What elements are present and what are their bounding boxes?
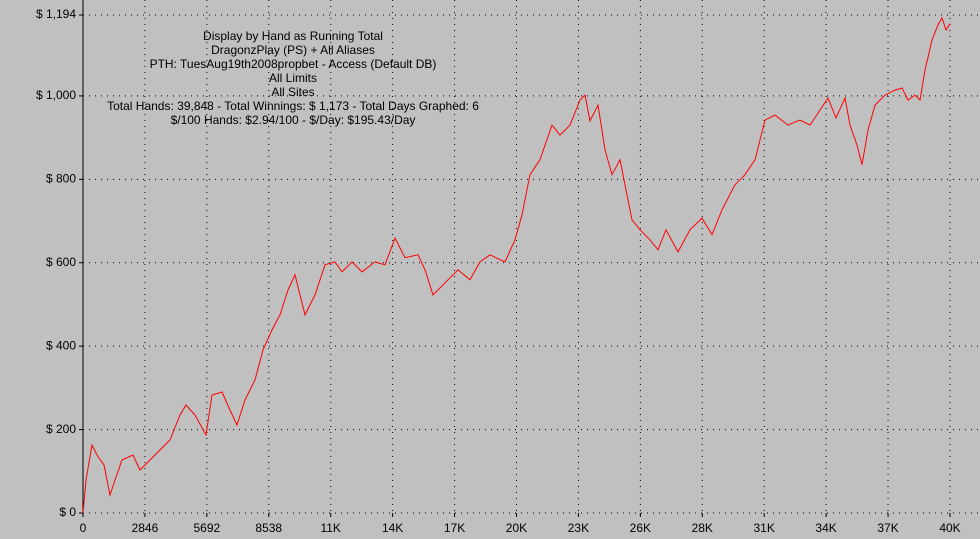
x-tick-label: 31K	[754, 521, 775, 535]
x-tick-label: 20K	[506, 521, 527, 535]
subtitle-line: DragonzPlay (PS) + All Aliases	[211, 43, 375, 57]
y-tick-label: $ 400	[46, 338, 76, 352]
subtitle-line: Total Hands: 39,848 - Total Winnings: $ …	[107, 99, 479, 113]
subtitle-line: All Sites	[271, 85, 314, 99]
subtitle-line: PTH: TuesAug19th2008propbet - Access (De…	[150, 57, 437, 71]
y-tick-label: $ 0	[59, 505, 76, 519]
x-tick-label: 2846	[132, 521, 159, 535]
x-tick-label: 17K	[444, 521, 465, 535]
x-tick-label: 40K	[939, 521, 960, 535]
subtitle-line: $/100 Hands: $2.94/100 - $/Day: $195.43/…	[171, 113, 416, 127]
y-tick-label: $ 200	[46, 422, 76, 436]
subtitle-line: All Limits	[269, 71, 317, 85]
x-tick-label: 37K	[877, 521, 898, 535]
x-tick-label: 11K	[320, 521, 340, 535]
x-tick-label: 23K	[568, 521, 589, 535]
y-tick-label: $ 1,194	[36, 7, 76, 21]
series-line	[82, 16, 951, 514]
x-tick-label: 28K	[692, 521, 713, 535]
chart-title: Display by Hand as Running Total	[203, 29, 383, 43]
x-tick-label: 0	[80, 521, 87, 535]
x-tick-label: 26K	[630, 521, 651, 535]
y-tick-label: $ 800	[46, 172, 76, 186]
x-tick-label: 8538	[255, 521, 282, 535]
y-tick-label: $ 1,000	[36, 88, 76, 102]
x-tick-label: 14K	[382, 521, 403, 535]
y-tick-label: $ 600	[46, 255, 76, 269]
x-tick-label: 34K	[815, 521, 836, 535]
x-tick-label: 5692	[193, 521, 220, 535]
